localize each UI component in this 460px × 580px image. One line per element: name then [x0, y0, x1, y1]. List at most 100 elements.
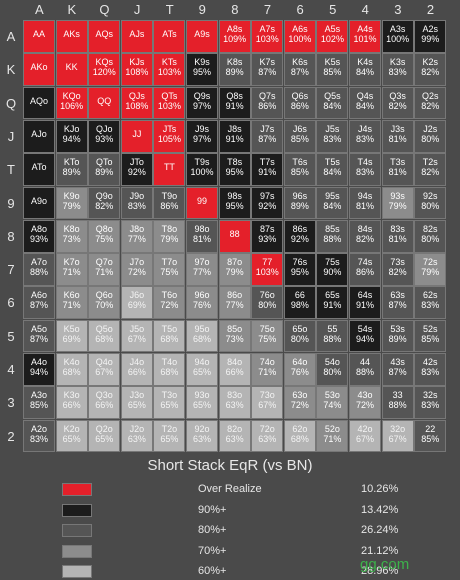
- hand-cell: 94o 65%: [186, 353, 219, 386]
- hand-label: Q3s: [389, 90, 406, 101]
- hand-cell: T2o 65%: [153, 419, 186, 453]
- hand-cell: 65o 80%: [283, 319, 316, 353]
- hand-label: Q6o: [95, 290, 113, 301]
- hand-cell: J7s 87%: [251, 119, 284, 153]
- row-header: Q: [5, 95, 17, 111]
- hand-label: A3s: [389, 24, 406, 34]
- hand-label: J2s: [423, 123, 438, 134]
- hand-cell: KTo 89%: [55, 153, 88, 186]
- hand-label: A7s: [259, 24, 275, 34]
- hand-cell: A5o 87%: [23, 319, 56, 353]
- hand-cell: 98s 95%: [218, 186, 251, 220]
- hand-label: 88: [229, 228, 240, 239]
- hand-label: Q2s: [421, 90, 439, 101]
- hand-value: 103%: [255, 34, 279, 44]
- hand-label: T9o: [161, 190, 178, 201]
- hand-value: 65%: [160, 400, 179, 411]
- hand-cell: A4o 94%: [23, 353, 56, 386]
- hand-label: 84o: [227, 357, 243, 367]
- hand-value: 71%: [62, 267, 81, 278]
- hand-cell: 96s 89%: [283, 186, 316, 220]
- hand-value: 91%: [258, 167, 277, 178]
- hand-label: 76o: [259, 290, 275, 301]
- hand-value: 83%: [388, 67, 407, 78]
- hand-value: 88%: [356, 367, 375, 377]
- hand-value: 97%: [193, 133, 212, 144]
- hand-value: 100%: [288, 34, 312, 44]
- hand-value: 75%: [258, 333, 277, 344]
- hand-value: 79%: [388, 200, 407, 211]
- hand-cell: 82s 80%: [414, 219, 447, 253]
- hand-label: 53o: [324, 390, 340, 401]
- row-header: 3: [7, 395, 15, 411]
- hand-cell: QTs 103%: [153, 86, 186, 120]
- hand-value: 95%: [193, 67, 212, 78]
- hand-cell: KQs 120%: [88, 53, 121, 87]
- hand-cell: 83s 81%: [381, 219, 414, 253]
- hand-label: 52o: [324, 423, 340, 434]
- hand-cell: A9o: [23, 186, 56, 220]
- hand-value: 88%: [30, 267, 49, 278]
- hand-value: 94%: [62, 133, 81, 144]
- hand-label: 95o: [194, 323, 210, 334]
- hand-value: 75%: [95, 233, 114, 244]
- hand-label: K7s: [259, 57, 275, 68]
- hand-value: 66%: [62, 400, 81, 411]
- hand-label: QJo: [95, 123, 113, 134]
- hand-label: A5o: [31, 323, 48, 334]
- hand-label: J4s: [358, 123, 373, 134]
- row-header: 5: [7, 328, 15, 344]
- hand-label: J2o: [129, 423, 145, 434]
- hand-value: 72%: [290, 400, 309, 411]
- hand-value: 103%: [157, 67, 181, 78]
- hand-value: 91%: [356, 300, 375, 311]
- hand-value: 76%: [290, 367, 309, 377]
- hand-label: K9s: [194, 57, 210, 68]
- hand-label: J7o: [129, 257, 145, 268]
- row-header: 6: [7, 295, 15, 311]
- column-header: 7: [263, 2, 272, 17]
- legend-percentage: 21.12%: [361, 544, 399, 557]
- legend-swatch: [62, 565, 92, 578]
- hand-label: AKs: [63, 29, 80, 39]
- legend-percentage: 28.96%: [361, 565, 399, 577]
- hand-label: KTs: [161, 57, 177, 68]
- hand-cell: J3o 65%: [120, 386, 153, 420]
- hand-cell: J3s 81%: [381, 119, 414, 153]
- hand-value: 67%: [356, 433, 375, 444]
- hand-cell: T8s 95%: [218, 153, 251, 186]
- hand-value: 67%: [95, 367, 114, 377]
- hand-cell: K7s 87%: [251, 53, 284, 87]
- hand-cell: 74o 71%: [251, 353, 284, 386]
- hand-label: K3s: [389, 57, 406, 68]
- hand-label: AJs: [129, 29, 145, 39]
- hand-cell: K8s 89%: [218, 53, 251, 87]
- hand-value: 95%: [225, 200, 244, 211]
- hand-cell: 73s 82%: [381, 253, 414, 286]
- hand-value: 72%: [160, 300, 179, 311]
- hand-value: 89%: [290, 200, 309, 211]
- hand-label: 44: [360, 357, 371, 367]
- hand-value: 65%: [95, 433, 114, 444]
- hand-cell: T6s 85%: [283, 153, 316, 186]
- hand-value: 103%: [255, 267, 279, 278]
- hand-label: 22: [425, 423, 436, 434]
- hand-value: 67%: [127, 333, 146, 344]
- hand-label: TT: [163, 162, 175, 173]
- hand-label: 42o: [357, 423, 373, 434]
- hand-cell: KK: [55, 53, 88, 87]
- hand-cell: 73o 67%: [251, 386, 284, 420]
- hand-value: 84%: [323, 100, 342, 111]
- hand-cell: QJs 108%: [120, 86, 153, 120]
- hand-cell: AKo: [23, 53, 56, 87]
- hand-value: 106%: [60, 100, 84, 111]
- legend-label: Over Realize: [198, 483, 262, 495]
- hand-value: 88%: [323, 233, 342, 244]
- hand-label: KTo: [63, 157, 80, 168]
- hand-value: 86%: [356, 267, 375, 278]
- hand-label: K5o: [63, 323, 80, 334]
- hand-cell: 76s 95%: [283, 253, 316, 286]
- column-header: A: [34, 2, 44, 17]
- hand-label: 85o: [227, 323, 243, 334]
- row-header: 8: [7, 228, 15, 244]
